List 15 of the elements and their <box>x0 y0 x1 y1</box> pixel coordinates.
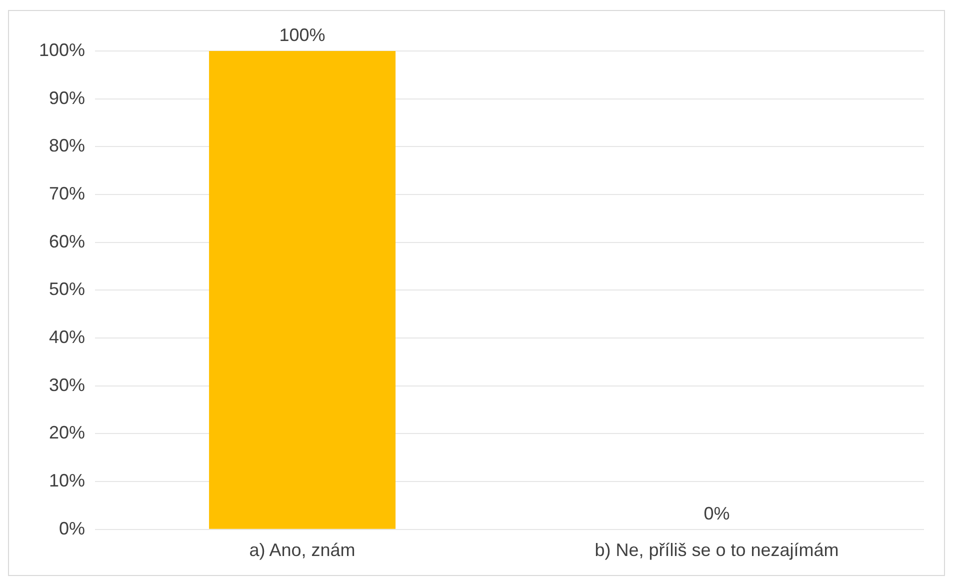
data-label: 0% <box>704 503 730 524</box>
y-tick-label: 10% <box>49 470 86 491</box>
y-tick-label: 30% <box>49 374 86 395</box>
y-tick-label: 80% <box>49 136 86 156</box>
data-label: 100% <box>279 24 326 45</box>
y-tick-label: 90% <box>49 88 86 108</box>
y-tick-label: 70% <box>49 183 86 204</box>
y-tick-label: 0% <box>59 518 86 538</box>
x-tick-label: a) Ano, znám <box>249 540 356 560</box>
x-tick-label: b) Ne, příliš se o to nezajímám <box>594 540 839 560</box>
y-tick-label: 20% <box>49 422 86 443</box>
y-tick-label: 100% <box>38 40 86 60</box>
y-tick-label: 40% <box>49 327 86 348</box>
y-tick-label: 60% <box>49 231 86 252</box>
y-tick-label: 50% <box>49 279 86 300</box>
